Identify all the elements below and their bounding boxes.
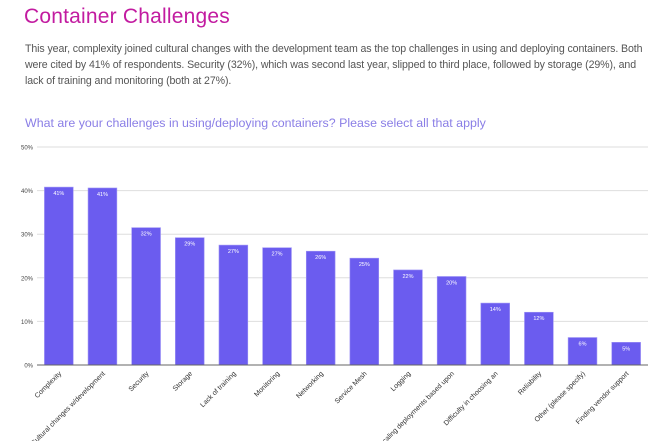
y-tick-label: 50% xyxy=(21,146,34,152)
chart-title: What are your challenges in using/deploy… xyxy=(25,116,486,130)
data-label: 29% xyxy=(184,242,195,248)
bar xyxy=(87,187,118,366)
data-label: 41% xyxy=(53,191,64,197)
data-label: 27% xyxy=(272,252,283,258)
x-tick-label: Scaling deployments based upon xyxy=(378,370,456,441)
x-tick-label: Security xyxy=(128,370,151,393)
x-tick-label: Logging xyxy=(390,370,413,393)
page-title: Container Challenges xyxy=(24,5,230,28)
bar xyxy=(218,244,249,366)
x-tick-label: Networking xyxy=(295,370,325,400)
x-tick-label: Complexity xyxy=(34,370,64,400)
bar xyxy=(262,247,292,366)
x-tick-label: Monitoring xyxy=(253,370,281,398)
x-tick-label: Service Mesh xyxy=(334,370,369,405)
x-tick-label: Reliability xyxy=(517,370,543,396)
bar xyxy=(524,311,554,366)
bar xyxy=(131,227,161,366)
bar xyxy=(393,269,423,366)
data-label: 32% xyxy=(141,232,152,238)
bar xyxy=(175,237,205,366)
y-tick-label: 0% xyxy=(24,364,33,370)
y-tick-label: 40% xyxy=(21,189,34,195)
x-tick-label: Lack of training xyxy=(199,370,238,409)
data-label: 20% xyxy=(446,280,457,286)
bar xyxy=(567,337,598,366)
y-tick-label: 10% xyxy=(21,320,34,326)
y-tick-label: 30% xyxy=(21,233,34,239)
data-label: 5% xyxy=(622,346,630,352)
x-tick-label: Storage xyxy=(172,370,194,392)
bar xyxy=(44,186,74,366)
bar xyxy=(436,276,467,366)
data-label: 12% xyxy=(533,316,544,322)
y-tick-label: 20% xyxy=(21,276,34,282)
bar xyxy=(305,250,336,366)
data-label: 25% xyxy=(359,262,370,268)
data-label: 26% xyxy=(315,255,326,261)
intro-paragraph: This year, complexity joined cultural ch… xyxy=(25,43,643,87)
data-label: 41% xyxy=(97,192,108,198)
data-label: 6% xyxy=(579,342,587,348)
data-label: 27% xyxy=(228,249,239,255)
bar xyxy=(349,257,380,366)
x-tick-label: Cultural changes w/development xyxy=(30,370,107,441)
data-label: 22% xyxy=(402,274,413,280)
data-label: 14% xyxy=(490,307,501,313)
